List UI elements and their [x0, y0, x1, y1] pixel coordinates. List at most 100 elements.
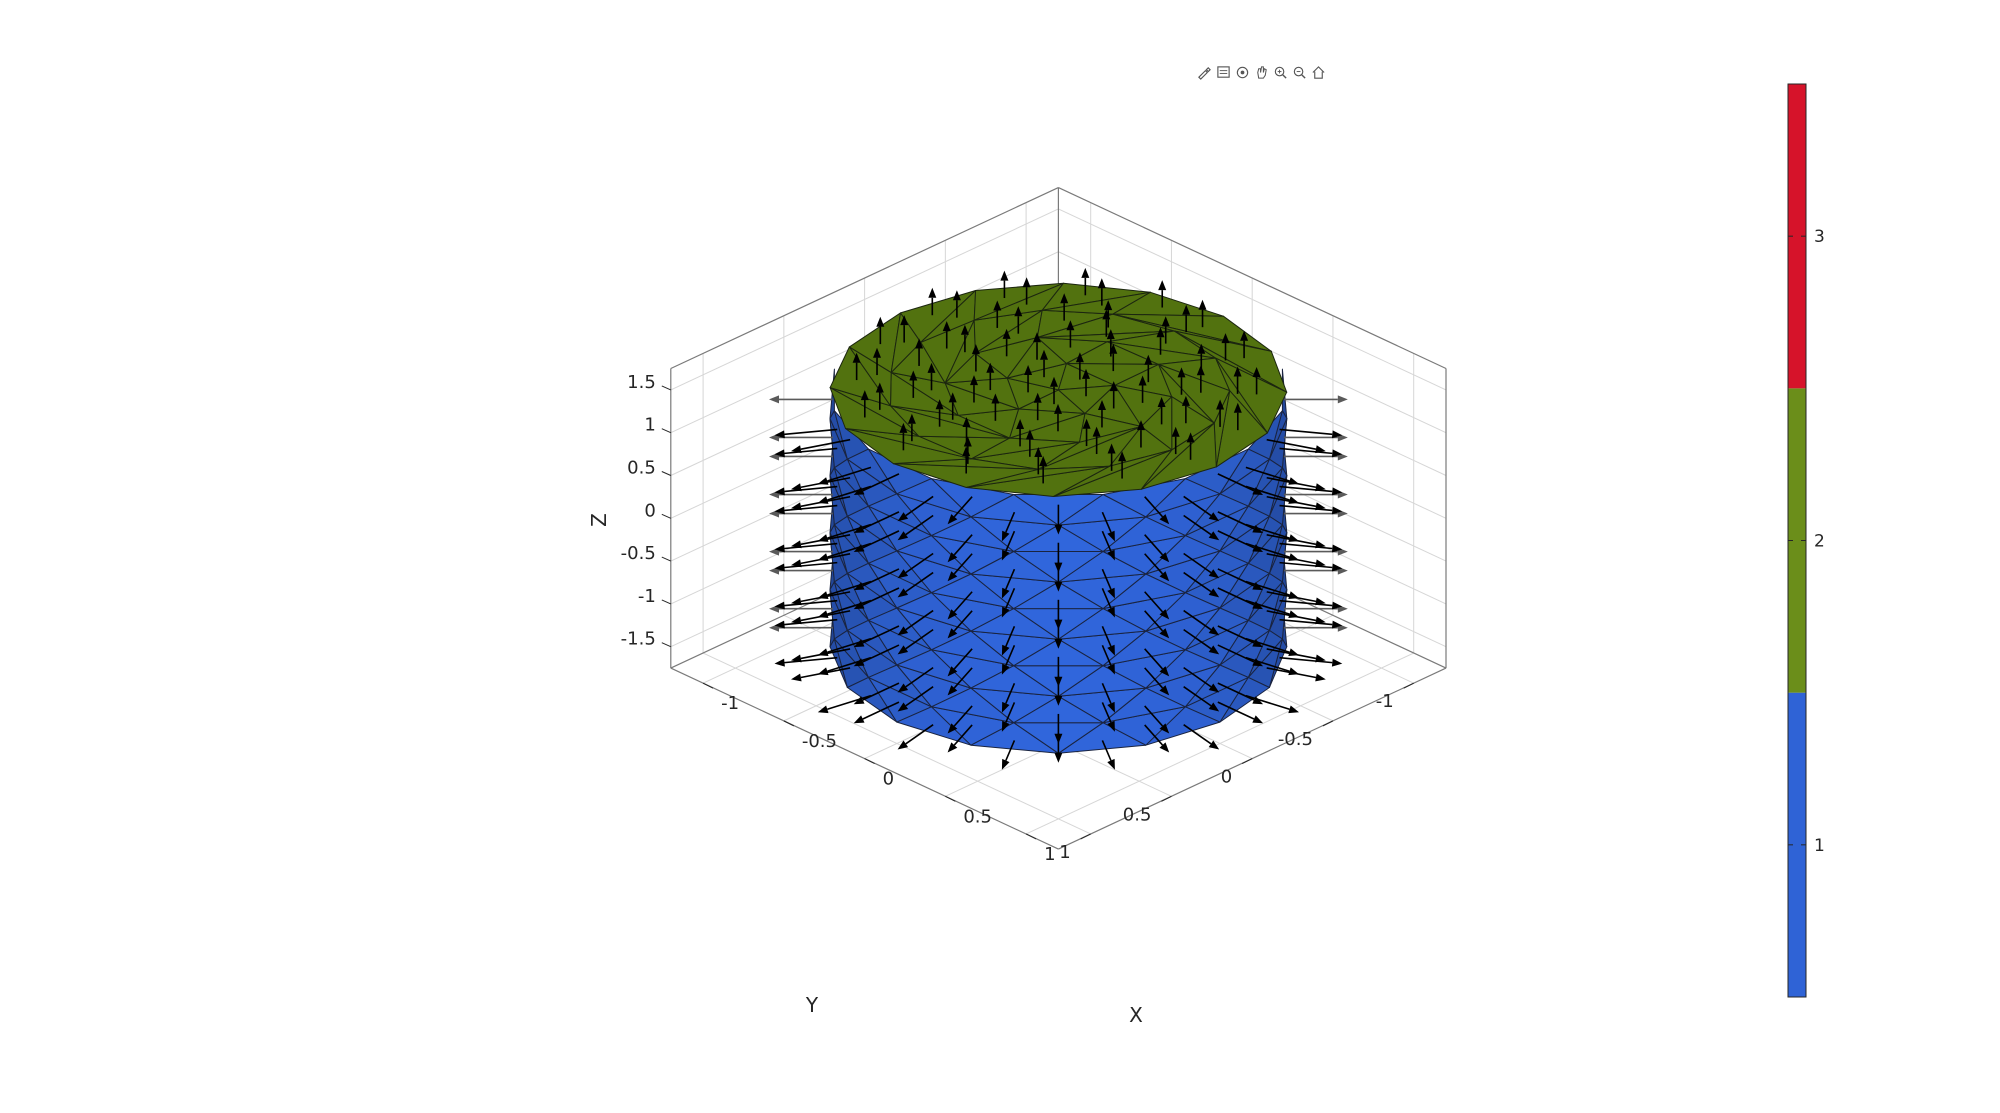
- z-tick-label: -1.5: [621, 629, 656, 650]
- z-tick-label: 0: [644, 500, 655, 521]
- normal-arrow-head: [1252, 582, 1264, 591]
- normal-arrow-head: [1054, 581, 1063, 592]
- normal-arrow-head: [1024, 365, 1033, 375]
- normal-arrow: [784, 618, 838, 626]
- normal-arrow-head: [853, 601, 865, 610]
- normal-arrow: [1279, 618, 1333, 626]
- colorbar-segment: [1788, 388, 1806, 693]
- normal-arrow: [1279, 542, 1333, 550]
- z-tick-label: 1: [644, 415, 655, 436]
- normal-arrow-head: [774, 658, 785, 667]
- normal-arrow-head: [774, 430, 785, 439]
- normal-arrow: [1279, 561, 1333, 569]
- normal-arrow-head: [1288, 667, 1299, 676]
- normal-arrow: [1217, 625, 1255, 644]
- normal-arrow-head: [1014, 306, 1023, 317]
- normal-arrow-head: [817, 553, 829, 561]
- normal-arrow: [953, 496, 973, 518]
- normal-arrow-head: [1118, 451, 1127, 462]
- x-tick: [783, 720, 795, 727]
- normal-arrow-head: [991, 393, 1000, 404]
- normal-arrow: [1183, 571, 1212, 593]
- normal-arrow-head: [1104, 300, 1113, 311]
- normal-arrow-head: [1252, 544, 1264, 552]
- normal-arrow-head: [900, 315, 909, 326]
- normal-arrow-head: [1107, 549, 1115, 561]
- normal-arrow: [1279, 447, 1333, 455]
- y-tick-label: 1: [1059, 842, 1070, 863]
- normal-arrow: [827, 656, 872, 673]
- normal-arrow-head: [1315, 654, 1326, 663]
- normal-arrow-head: [1315, 616, 1326, 625]
- top-face: [965, 465, 1111, 488]
- normal-arrow: [862, 568, 900, 587]
- rotate-icon[interactable]: [1234, 64, 1251, 81]
- normal-arrow-head: [1107, 644, 1115, 656]
- zoom-in-icon[interactable]: [1272, 64, 1289, 81]
- normal-arrow-head: [1315, 445, 1326, 454]
- normal-arrow-head: [971, 344, 980, 355]
- normal-arrow-head: [1181, 395, 1190, 406]
- x-tick-label: 0: [883, 769, 894, 790]
- normal-arrow-head: [1208, 683, 1220, 693]
- normal-arrow-head: [1001, 587, 1010, 599]
- normal-arrow-head: [1054, 733, 1063, 744]
- normal-arrow: [1245, 466, 1290, 482]
- normal-arrow: [784, 656, 838, 664]
- normal-arrow: [1101, 702, 1112, 723]
- normal-arrow-head: [909, 370, 918, 381]
- normal-arrow-head: [1288, 534, 1299, 542]
- normal-arrow: [1144, 610, 1164, 632]
- normal-arrow: [905, 628, 934, 650]
- normal-arrow-head: [1159, 552, 1170, 563]
- x-tick: [945, 795, 956, 802]
- normal-arrow-head: [791, 445, 802, 454]
- normal-arrow: [784, 542, 838, 550]
- normal-arrow-head: [853, 487, 865, 495]
- normal-arrow-head: [947, 628, 958, 639]
- normal-arrow-head: [817, 496, 829, 504]
- normal-arrow: [784, 447, 838, 455]
- normal-arrow: [1005, 740, 1016, 761]
- datatip-icon[interactable]: [1215, 64, 1232, 81]
- normal-arrow-head: [897, 645, 909, 655]
- colorbar-segment: [1788, 84, 1806, 389]
- normal-arrow-head: [963, 436, 972, 447]
- normal-arrow: [1245, 580, 1290, 596]
- normal-arrow-head: [897, 683, 909, 693]
- normal-arrow-head: [852, 352, 861, 363]
- normal-arrow-head: [1054, 403, 1062, 414]
- normal-arrow-head: [1033, 332, 1041, 343]
- z-tick: [661, 471, 672, 476]
- normal-arrow-head: [1050, 376, 1058, 387]
- normal-arrow-head: [1288, 648, 1299, 656]
- normal-arrow: [1144, 705, 1164, 727]
- normal-arrow-head: [1240, 330, 1249, 341]
- grid-line: [670, 208, 1059, 391]
- home-icon[interactable]: [1310, 64, 1327, 81]
- normal-arrow: [1245, 485, 1290, 501]
- y-tick: [1080, 833, 1091, 840]
- normal-arrow: [1183, 724, 1212, 745]
- z-tick: [661, 428, 672, 434]
- normal-arrow: [1266, 438, 1317, 451]
- zoom-out-icon[interactable]: [1291, 64, 1308, 81]
- normal-arrow-head: [1216, 399, 1225, 410]
- x-tick-label: 0.5: [963, 806, 992, 827]
- normal-arrow-head: [1208, 531, 1220, 541]
- normal-arrow: [953, 534, 973, 556]
- normal-arrow-head: [928, 287, 937, 298]
- pan-icon[interactable]: [1253, 64, 1270, 81]
- normal-arrow-head: [853, 658, 865, 667]
- normal-arrow-head: [947, 609, 958, 620]
- normal-arrow-head: [1109, 343, 1118, 354]
- normal-arrow: [784, 599, 838, 607]
- brush-icon[interactable]: [1196, 64, 1213, 81]
- normal-arrow-head: [1054, 695, 1063, 706]
- z-axis-label: Z: [587, 513, 611, 527]
- normal-arrow-head: [1159, 571, 1170, 582]
- normal-arrow: [1005, 625, 1016, 647]
- normal-arrow-head: [1025, 429, 1034, 440]
- colorbar-tick-label: 2: [1814, 532, 1825, 552]
- normal-arrow-head: [1158, 280, 1167, 291]
